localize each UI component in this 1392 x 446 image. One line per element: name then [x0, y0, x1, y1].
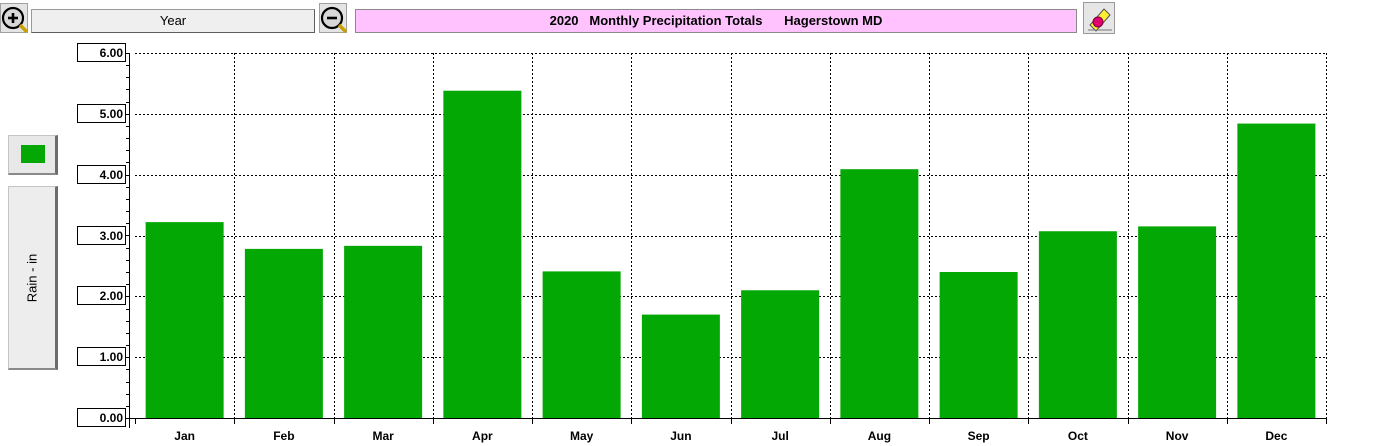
bar-jul	[741, 290, 820, 418]
y-tick-box	[77, 347, 126, 366]
series-color-button[interactable]	[8, 135, 58, 175]
x-tick-label: Jan	[174, 429, 195, 443]
y-axis-label-button[interactable]: Rain - in	[8, 186, 58, 370]
x-tick-label: Aug	[868, 429, 891, 443]
x-tick-label: Oct	[1068, 429, 1088, 443]
bar-sep	[939, 272, 1018, 418]
bar-mar	[344, 245, 423, 418]
chart-title: 2020 Monthly Precipitation Totals Hagers…	[355, 9, 1077, 33]
x-tick-label: Jun	[670, 429, 691, 443]
y-tick-box	[77, 43, 126, 62]
bar-apr	[443, 90, 522, 418]
pen-eraser-icon	[1088, 8, 1112, 32]
x-tick-label: Feb	[273, 429, 294, 443]
y-tick-box	[77, 165, 126, 184]
bar-nov	[1138, 226, 1217, 418]
bar-oct	[1038, 231, 1117, 418]
zoom-out-icon	[320, 6, 348, 34]
zoom-in-button[interactable]	[0, 3, 29, 34]
period-select[interactable]: Year	[31, 9, 315, 33]
y-tick-label: 2.00	[100, 289, 124, 303]
y-tick-label: 0.00	[100, 411, 124, 425]
x-tick-label: Dec	[1265, 429, 1287, 443]
bar-jan	[145, 222, 224, 418]
bar-feb	[244, 248, 323, 418]
x-tick-label: Apr	[472, 429, 493, 443]
y-tick-box	[77, 408, 126, 427]
bar-aug	[840, 169, 919, 418]
zoom-in-icon	[1, 6, 29, 34]
y-tick-label: 5.00	[100, 107, 124, 121]
edit-button[interactable]	[1083, 2, 1115, 34]
y-tick-box	[77, 104, 126, 123]
x-tick-label: Mar	[372, 429, 394, 443]
series-color-swatch	[21, 145, 45, 163]
x-tick-label: Sep	[968, 429, 990, 443]
y-tick-label: 3.00	[100, 229, 124, 243]
bar-may	[542, 271, 621, 418]
y-tick-box	[77, 286, 126, 305]
x-tick-label: Nov	[1166, 429, 1189, 443]
y-tick-label: 6.00	[100, 46, 124, 60]
bar-jun	[641, 314, 720, 418]
y-tick-box	[77, 226, 126, 245]
y-tick-label: 4.00	[100, 168, 124, 182]
zoom-out-button[interactable]	[319, 3, 348, 34]
x-tick-label: May	[570, 429, 594, 443]
bar-dec	[1237, 123, 1316, 419]
x-tick-label: Jul	[771, 429, 788, 443]
y-tick-label: 1.00	[100, 350, 124, 364]
